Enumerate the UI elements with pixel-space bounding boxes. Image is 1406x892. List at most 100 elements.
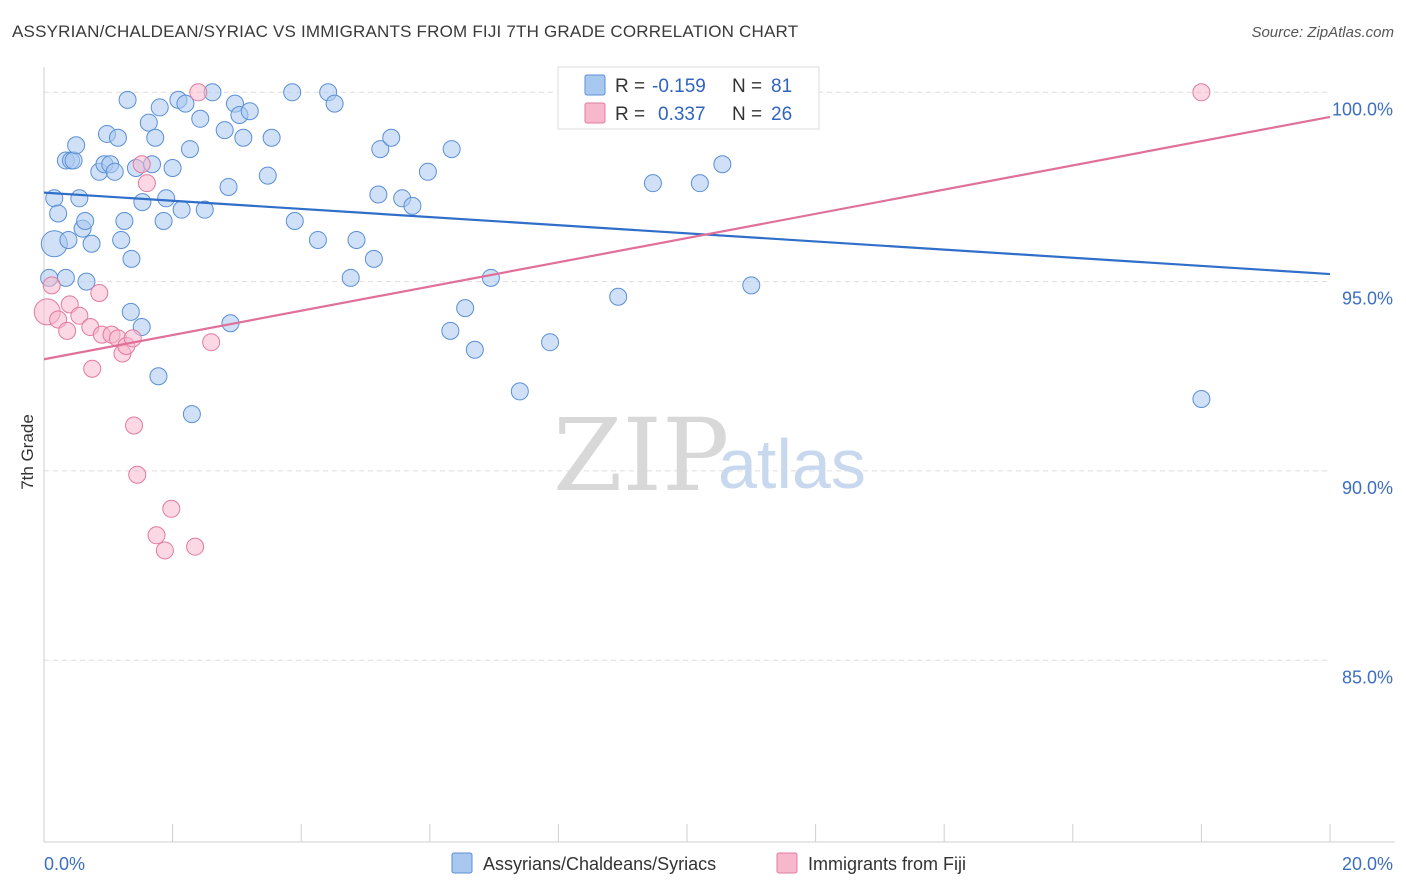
point-assyrians [180, 140, 199, 159]
point-assyrians [157, 189, 176, 208]
point-assyrians [118, 90, 137, 109]
point-assyrians [70, 189, 89, 208]
point-fiji [189, 83, 208, 102]
y-tick-label: 85.0% [1342, 667, 1393, 687]
point-assyrians [139, 113, 158, 132]
point-assyrians [146, 128, 165, 147]
point-fiji [70, 306, 89, 325]
point-assyrians [442, 140, 461, 159]
point-assyrians [371, 140, 390, 159]
legend-r-value-blue: -0.159 [652, 76, 706, 97]
point-assyrians [369, 185, 388, 204]
legend-bottom-label-blue: Assyrians/Chaldeans/Syriacs [483, 854, 716, 874]
point-assyrians [1192, 389, 1211, 408]
legend-swatch-pink [584, 102, 606, 124]
trend-line-assyrians [43, 191, 1331, 276]
y-tick-label: 95.0% [1342, 289, 1393, 309]
y-axis-title: 7th Grade [18, 414, 37, 490]
chart-title: ASSYRIAN/CHALDEAN/SYRIAC VS IMMIGRANTS F… [12, 22, 799, 41]
point-assyrians [64, 151, 83, 170]
legend-n-value-pink: 26 [771, 104, 792, 125]
point-assyrians [713, 155, 732, 174]
legend-n-label-blue: N = [732, 76, 762, 97]
point-assyrians [121, 302, 140, 321]
point-assyrians [403, 196, 422, 215]
point-assyrians [195, 200, 214, 219]
point-assyrians [112, 230, 131, 249]
point-fiji [90, 283, 109, 302]
point-assyrians [191, 109, 210, 128]
trend-line-fiji [43, 115, 1331, 361]
point-assyrians [182, 405, 201, 424]
point-assyrians [122, 249, 141, 268]
point-fiji [132, 155, 151, 174]
legend-swatch-blue [584, 74, 606, 96]
x-tick-label-min: 0.0% [44, 854, 85, 874]
legend-bottom-label-pink: Immigrants from Fiji [808, 854, 966, 874]
legend-r-value-pink: 0.337 [658, 104, 706, 125]
point-assyrians [234, 128, 253, 147]
y-tick-label: 90.0% [1342, 478, 1393, 498]
legend-bottom: Assyrians/Chaldeans/Syriacs Immigrants f… [451, 852, 966, 874]
point-assyrians [262, 128, 281, 147]
point-assyrians [690, 174, 709, 193]
point-fiji [58, 321, 77, 340]
point-fiji [202, 333, 221, 352]
point-fiji [147, 526, 166, 545]
point-assyrians [456, 299, 475, 318]
point-assyrians [172, 200, 191, 219]
y-tick-label: 100.0% [1332, 99, 1393, 119]
axes [43, 67, 1395, 843]
legend-r-label-pink: R = [615, 104, 645, 125]
point-assyrians [541, 333, 560, 352]
legend-r-label-blue: R = [615, 76, 645, 97]
x-tick-label-max: 20.0% [1342, 854, 1393, 874]
point-assyrians [347, 230, 366, 249]
watermark-zip: ZIP [553, 397, 729, 514]
trend-lines [43, 115, 1331, 361]
legend-bottom-swatch-pink [776, 852, 798, 874]
point-assyrians [742, 276, 761, 295]
point-assyrians [465, 340, 484, 359]
point-assyrians [115, 212, 134, 231]
point-assyrians [219, 177, 238, 196]
point-fiji [125, 416, 144, 435]
point-assyrians [105, 162, 124, 181]
legend-bottom-swatch-blue [451, 852, 473, 874]
point-fiji [128, 465, 147, 484]
point-assyrians [77, 272, 96, 291]
point-fiji [1192, 83, 1211, 102]
point-fiji [162, 499, 181, 518]
point-assyrians [76, 212, 95, 231]
point-assyrians [510, 382, 529, 401]
point-assyrians [59, 230, 78, 249]
watermark-atlas: atlas [718, 425, 866, 503]
legend-top: R = -0.159 N = 81 R = 0.337 N = 26 [557, 66, 820, 130]
point-assyrians [325, 94, 344, 113]
point-fiji [137, 174, 156, 193]
point-assyrians [215, 121, 234, 140]
point-assyrians [163, 159, 182, 178]
point-fiji [186, 537, 205, 556]
point-assyrians [150, 98, 169, 117]
point-assyrians [49, 204, 68, 223]
point-fiji [155, 541, 174, 560]
point-assyrians [56, 268, 75, 287]
point-assyrians [67, 136, 86, 155]
point-assyrians [258, 166, 277, 185]
point-assyrians [441, 321, 460, 340]
point-assyrians [643, 174, 662, 193]
point-assyrians [283, 83, 302, 102]
point-assyrians [341, 268, 360, 287]
point-fiji [83, 359, 102, 378]
point-assyrians [609, 287, 628, 306]
series-assyrians-points [40, 83, 1211, 424]
point-assyrians [154, 212, 173, 231]
point-assyrians [82, 234, 101, 253]
point-assyrians [149, 367, 168, 386]
point-assyrians [308, 230, 327, 249]
tick-labels: 85.0% 90.0% 95.0% 100.0% 0.0% 20.0% [44, 99, 1393, 874]
point-assyrians [364, 249, 383, 268]
point-fiji [42, 276, 61, 295]
